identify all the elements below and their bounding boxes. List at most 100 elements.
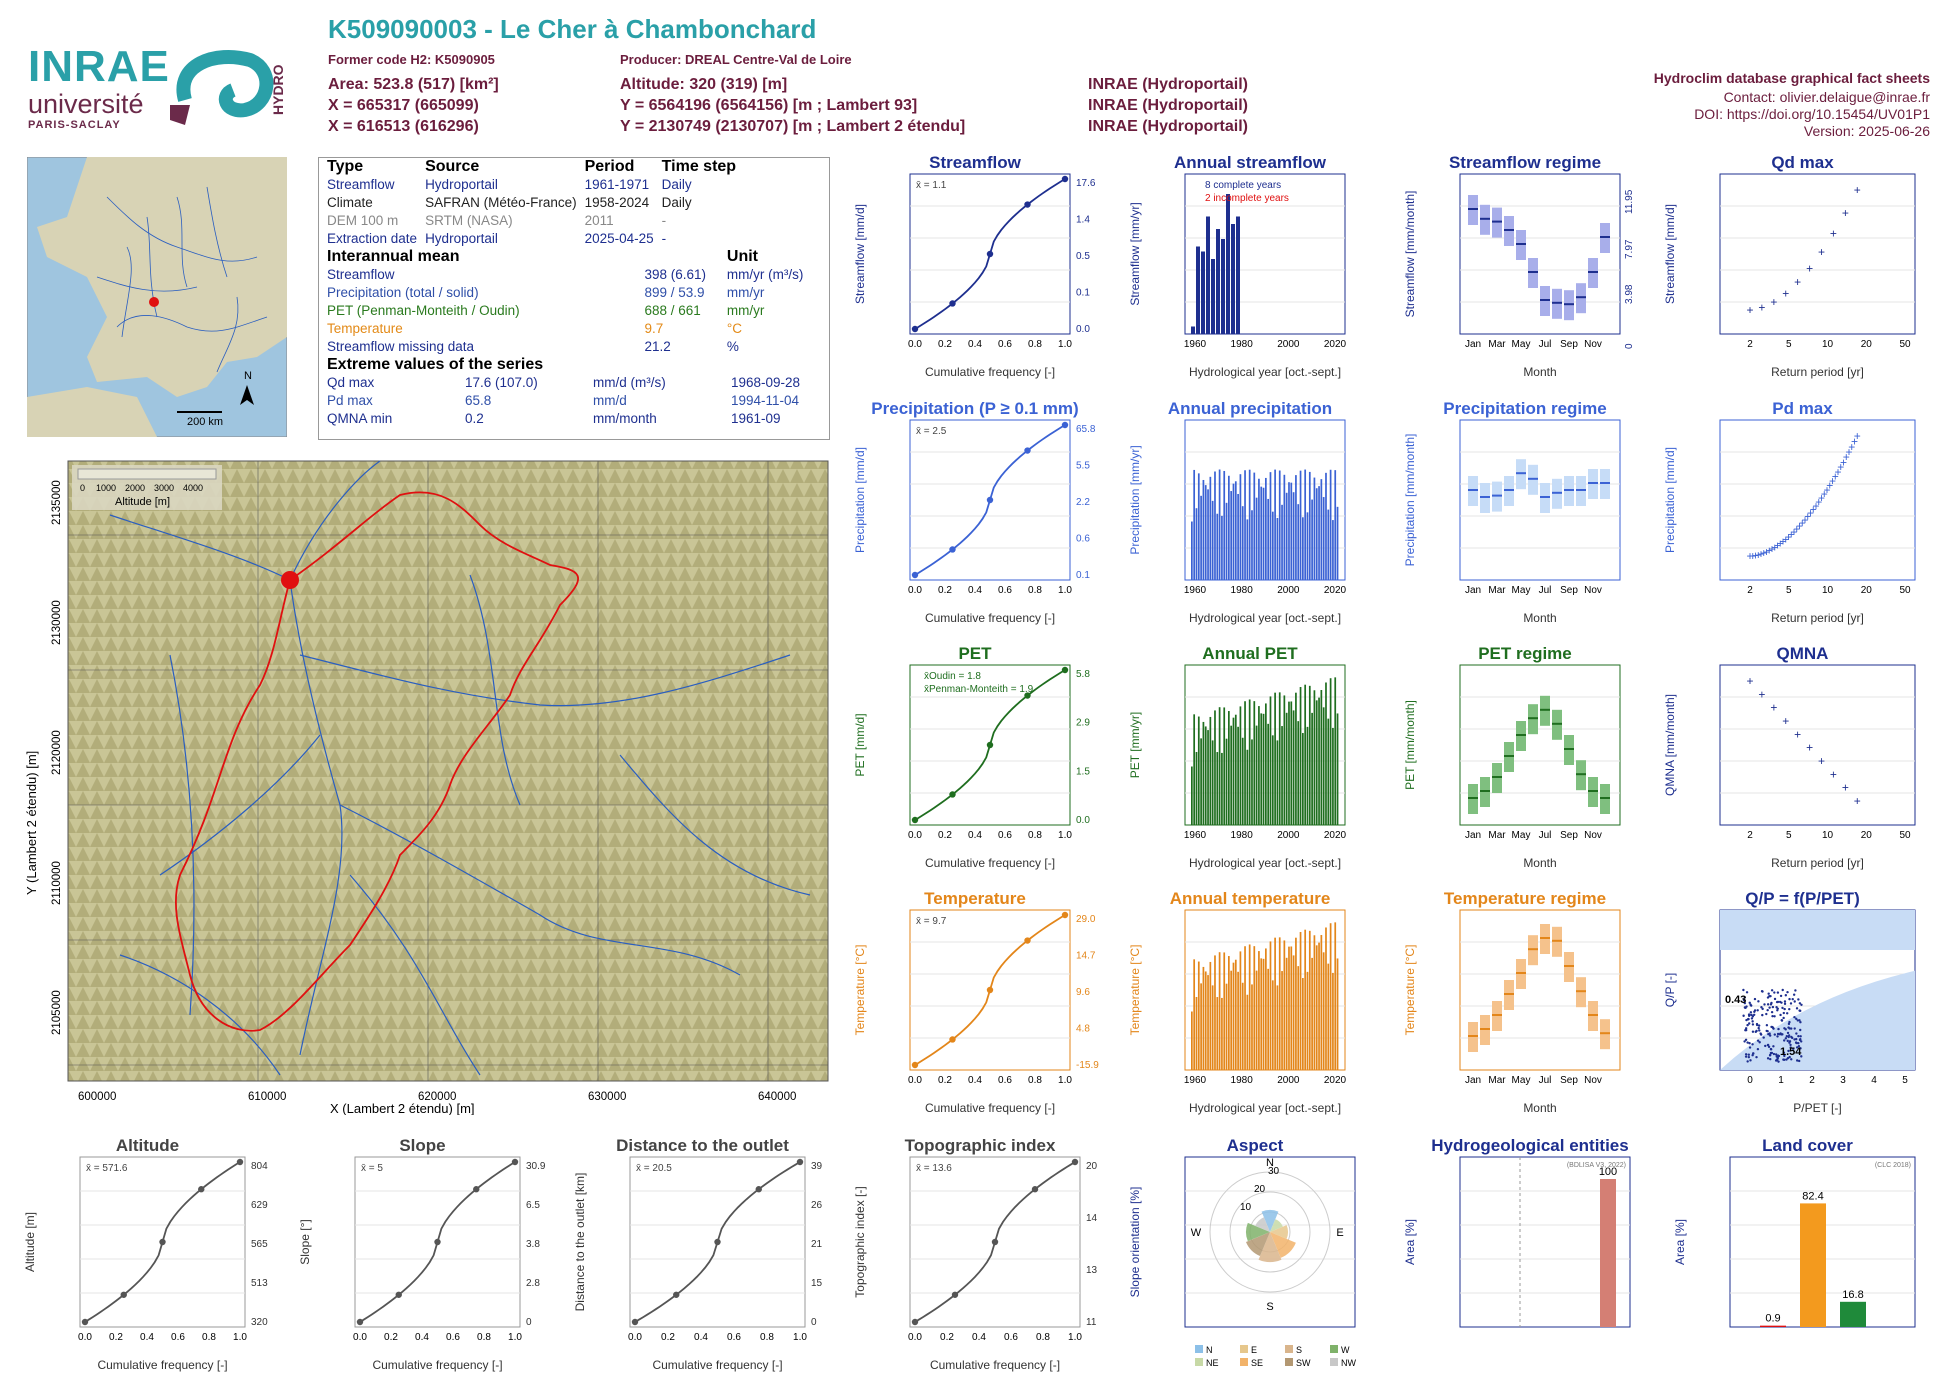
scatter-point — [1781, 1033, 1784, 1036]
scatter-point — [1746, 1041, 1749, 1044]
scatter-point — [1751, 1015, 1755, 1018]
plot-frame — [909, 664, 1071, 826]
bar — [1221, 239, 1225, 334]
chart-title: Annual precipitation — [1168, 399, 1332, 418]
right-axis-label: 65.8 — [1076, 424, 1096, 435]
scatter-point — [1787, 1022, 1791, 1026]
right-axis-label: 5.8 — [1076, 669, 1090, 680]
bar — [1260, 713, 1263, 825]
scatter-point — [1780, 1018, 1783, 1022]
x-axis-label: Cumulative frequency [-] — [925, 365, 1055, 379]
bar — [1285, 712, 1288, 825]
bar — [1306, 726, 1309, 825]
scatter-point: + — [1832, 470, 1839, 484]
scatter-point: + — [1746, 549, 1753, 563]
scatter-point: + — [1794, 727, 1801, 741]
svg-text:HYDRO: HYDRO — [270, 64, 286, 115]
scatter-point — [1746, 1023, 1749, 1027]
bar — [1260, 958, 1263, 1070]
x-tick-label: 1980 — [1231, 830, 1254, 841]
x-tick-label: 2000 — [1277, 339, 1300, 350]
x-tick-label: Nov — [1584, 830, 1602, 841]
x-tick-label: 2000 — [1277, 1075, 1300, 1086]
table-row: Pd max 65.8 mm/d 1994-11-04 — [327, 393, 800, 408]
x-tick-label: 0.4 — [968, 339, 982, 350]
scatter-point — [1751, 1043, 1754, 1046]
scatter-point: + — [1807, 506, 1814, 520]
quantile-point — [1061, 666, 1069, 674]
quantile-point — [395, 1291, 402, 1298]
scatter-point: + — [1785, 530, 1792, 544]
legend-item: S — [1296, 1345, 1302, 1355]
x-tick-label: 0.0 — [78, 1332, 92, 1343]
svg-text:X (Lambert 2 étendu) [m]: X (Lambert 2 étendu) [m] — [330, 1101, 475, 1115]
temp_cdf-chart: Temperature Cumulative frequency [-] Tempe… — [853, 889, 1099, 1115]
quantile-point — [951, 1291, 959, 1298]
x-axis-label: Hydrological year [oct.-sept.] — [1189, 856, 1341, 870]
x-axis-label: Month — [1523, 611, 1556, 625]
qd_max-chart: Qd max Return period [yr] Streamflow [mm/d… — [1663, 153, 1916, 379]
month-box — [1576, 760, 1586, 791]
scatter-point — [1749, 1059, 1752, 1062]
chart-title: Pd max — [1772, 399, 1833, 418]
scatter-point: + — [1749, 549, 1756, 563]
scatter-point — [1795, 1059, 1799, 1062]
scatter-point: + — [1837, 460, 1844, 474]
chart-title: Land cover — [1762, 1136, 1853, 1155]
x-axis-label: Cumulative frequency [-] — [652, 1358, 782, 1372]
bar — [1329, 678, 1332, 825]
bar — [1332, 972, 1334, 1070]
right-axis-label: 2.8 — [526, 1278, 540, 1289]
bar — [1228, 956, 1230, 1070]
svg-text:640000: 640000 — [758, 1091, 796, 1103]
x-tick-label: 0.6 — [998, 1075, 1012, 1086]
bar — [1207, 489, 1209, 580]
scatter-point — [1783, 1054, 1786, 1058]
legend-item: 2 incomplete years — [1205, 193, 1289, 204]
bar-value-label: 82.4 — [1802, 1190, 1823, 1202]
bar — [1239, 474, 1242, 580]
scatter-point — [1799, 1035, 1802, 1038]
bar — [1234, 959, 1237, 1070]
plot-frame — [1719, 664, 1916, 826]
right-axis-label: 0.5 — [1076, 251, 1090, 262]
x-tick-label: 0.8 — [1028, 830, 1042, 841]
bar — [1278, 692, 1281, 825]
x-tick-label: 50 — [1899, 339, 1911, 350]
right-axis-label: 0.1 — [1076, 570, 1090, 581]
plot-frame — [909, 1156, 1081, 1328]
x-tick-label: 20 — [1861, 830, 1873, 841]
source-2: INRAE (Hydroportail) — [1088, 97, 1248, 114]
quantile-point — [198, 1186, 205, 1193]
chart-title: Annual PET — [1202, 644, 1298, 663]
source-note: (CLC 2018) — [1875, 1162, 1911, 1169]
legend-item: Solid precipitation — [1199, 439, 1278, 450]
scatter-point: + — [1812, 499, 1819, 513]
bar — [1251, 739, 1253, 825]
legend-item: 8 complete years — [1205, 180, 1281, 191]
bar — [1200, 738, 1202, 825]
x-tick-label: 2 — [1747, 830, 1753, 841]
bar — [1292, 492, 1295, 580]
bar — [1271, 735, 1274, 825]
y-axis-label: Altitude [m] — [23, 1212, 37, 1272]
chart-title: Aspect — [1227, 1136, 1284, 1155]
source-1: INRAE (Hydroportail) — [1088, 76, 1248, 93]
scatter-point — [1799, 1021, 1802, 1024]
scatter-point — [1781, 988, 1784, 992]
table-row: QMNA min 0.2 mm/month 1961-09 — [327, 411, 781, 426]
scatter-point — [1748, 1001, 1751, 1004]
altitude-chart: Altitude Cumulative frequency [-] Altitude… — [23, 1136, 268, 1372]
mean-label: x̄ = 571.6 — [86, 1163, 128, 1174]
hydro-logo: HYDRO — [170, 49, 286, 125]
bar — [1248, 699, 1251, 825]
bar — [1232, 483, 1235, 580]
y-axis-label: Streamflow [mm/month] — [1403, 191, 1417, 318]
chart-title: Precipitation (P ≥ 0.1 mm) — [871, 399, 1078, 418]
bar — [1228, 475, 1230, 580]
scatter-point — [1776, 1054, 1780, 1057]
bar — [1278, 937, 1281, 1070]
bar — [1211, 259, 1215, 334]
bar — [1237, 493, 1239, 580]
x-axis-label: Cumulative frequency [-] — [97, 1358, 227, 1372]
